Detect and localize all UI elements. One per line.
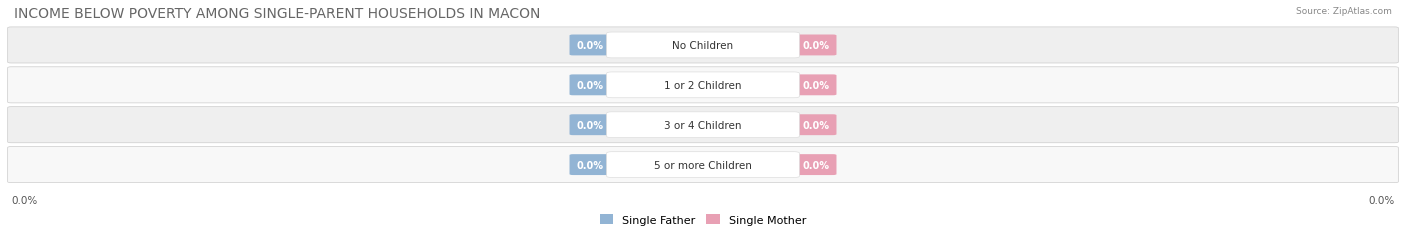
FancyBboxPatch shape [569,35,610,56]
FancyBboxPatch shape [796,155,837,175]
FancyBboxPatch shape [796,75,837,96]
FancyBboxPatch shape [569,75,610,96]
Text: 0.0%: 0.0% [576,120,603,130]
FancyBboxPatch shape [7,107,1399,143]
Text: 0.0%: 0.0% [803,120,830,130]
FancyBboxPatch shape [606,33,800,59]
FancyBboxPatch shape [569,115,610,136]
Text: 5 or more Children: 5 or more Children [654,160,752,170]
Legend: Single Father, Single Mother: Single Father, Single Mother [596,210,810,229]
FancyBboxPatch shape [606,152,800,178]
Text: 0.0%: 0.0% [803,41,830,51]
FancyBboxPatch shape [606,112,800,138]
FancyBboxPatch shape [7,28,1399,64]
FancyBboxPatch shape [606,73,800,98]
Text: 0.0%: 0.0% [576,80,603,91]
Text: No Children: No Children [672,41,734,51]
Text: 3 or 4 Children: 3 or 4 Children [664,120,742,130]
FancyBboxPatch shape [796,115,837,136]
Text: 0.0%: 0.0% [11,195,38,205]
Text: 0.0%: 0.0% [576,160,603,170]
Text: 1 or 2 Children: 1 or 2 Children [664,80,742,91]
FancyBboxPatch shape [7,147,1399,183]
FancyBboxPatch shape [7,67,1399,103]
Text: 0.0%: 0.0% [1368,195,1395,205]
FancyBboxPatch shape [569,155,610,175]
Text: INCOME BELOW POVERTY AMONG SINGLE-PARENT HOUSEHOLDS IN MACON: INCOME BELOW POVERTY AMONG SINGLE-PARENT… [14,7,540,21]
Text: 0.0%: 0.0% [576,41,603,51]
Text: 0.0%: 0.0% [803,160,830,170]
Text: 0.0%: 0.0% [803,80,830,91]
FancyBboxPatch shape [796,35,837,56]
Text: Source: ZipAtlas.com: Source: ZipAtlas.com [1296,7,1392,16]
